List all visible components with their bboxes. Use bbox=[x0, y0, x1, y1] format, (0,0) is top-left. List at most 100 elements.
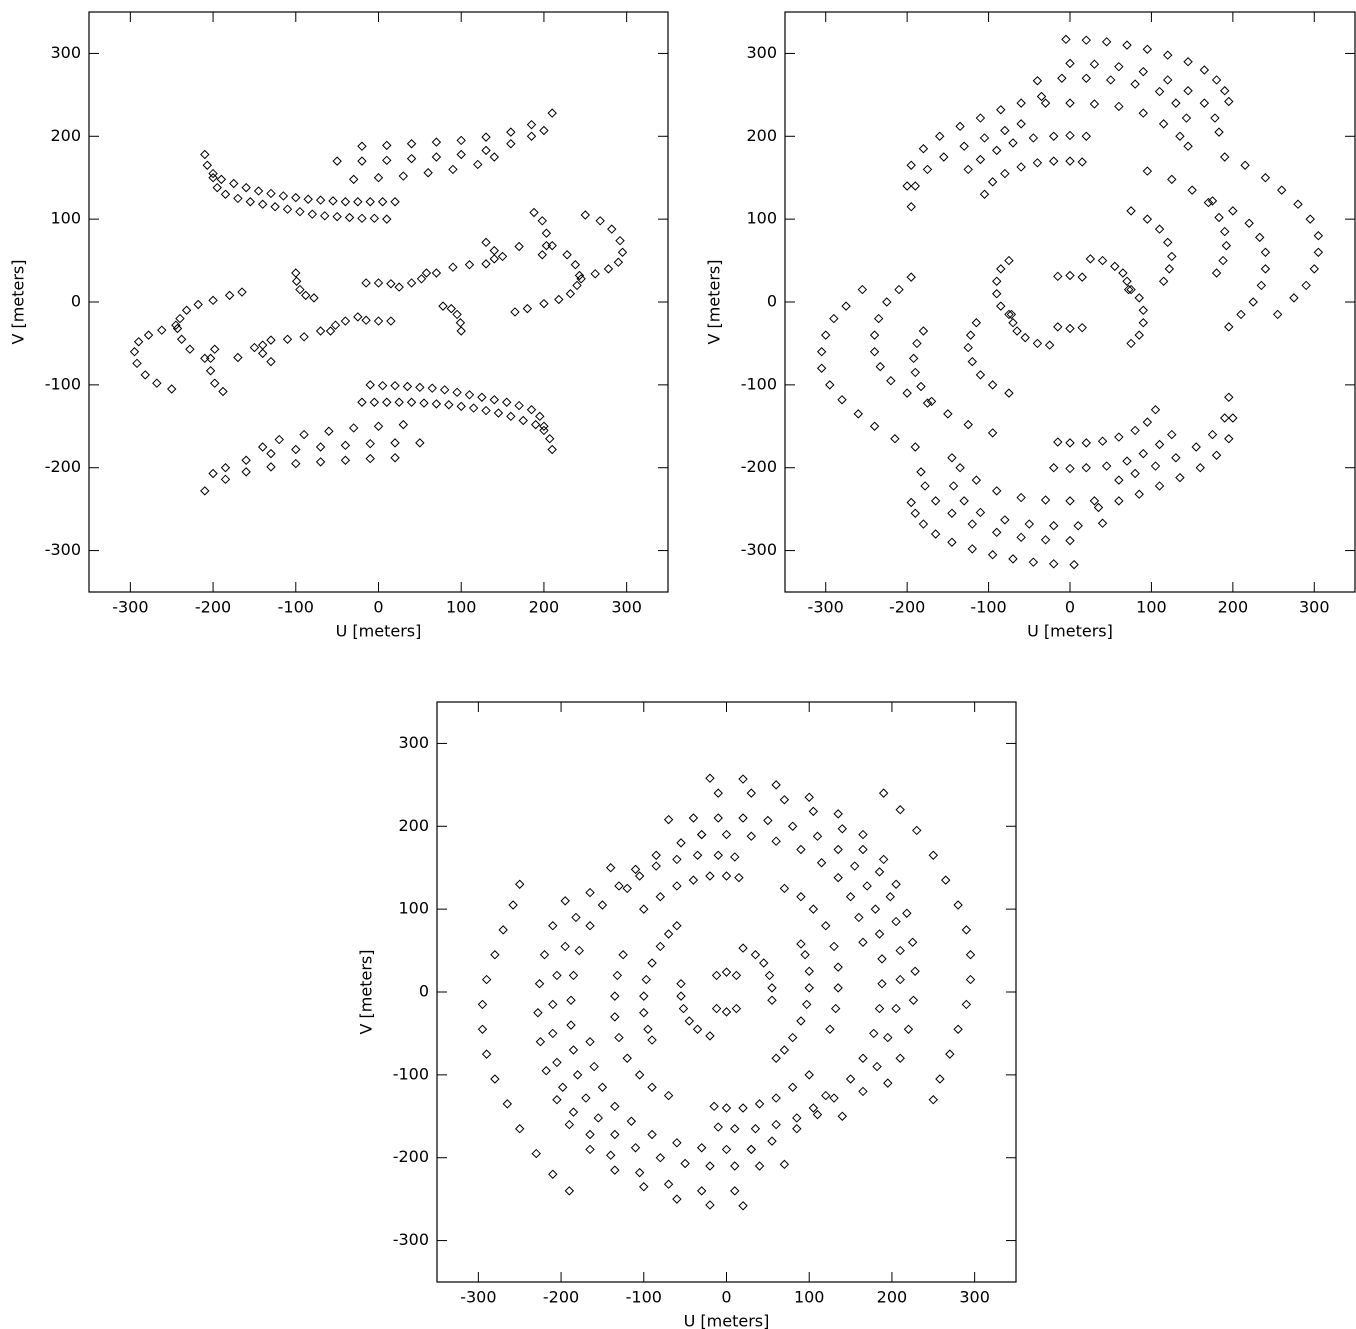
uv-point bbox=[975, 507, 986, 518]
uv-point bbox=[906, 202, 916, 212]
uv-point bbox=[508, 900, 518, 910]
uv-point bbox=[140, 370, 150, 380]
uv-point bbox=[438, 301, 448, 311]
uv-point bbox=[477, 999, 488, 1010]
uv-point bbox=[930, 529, 941, 539]
uv-point bbox=[1171, 453, 1181, 463]
uv-point bbox=[787, 821, 798, 831]
uv-point bbox=[935, 1074, 945, 1084]
uv-point bbox=[1122, 456, 1132, 466]
uv-point bbox=[218, 386, 228, 397]
uv-point bbox=[1118, 268, 1128, 278]
uv-point bbox=[1154, 439, 1165, 450]
uv-point bbox=[873, 313, 884, 324]
uv-point bbox=[1000, 125, 1010, 136]
uv-point bbox=[1130, 79, 1140, 89]
uv-point bbox=[498, 925, 508, 935]
uv-point bbox=[680, 1158, 690, 1169]
uv-point bbox=[1016, 532, 1026, 543]
uv-point bbox=[971, 318, 982, 328]
y-tick-label: 300 bbox=[50, 43, 81, 62]
uv-point bbox=[996, 264, 1006, 274]
y-tick-label: -200 bbox=[741, 457, 777, 476]
uv-point bbox=[444, 400, 454, 410]
uv-point bbox=[266, 356, 276, 367]
uv-point bbox=[910, 367, 920, 378]
uv-point bbox=[943, 409, 953, 419]
uv-point bbox=[303, 194, 313, 204]
panel: -300 -200 -100 0 100 200 300 -300 -200 -100 0 100 20… bbox=[9, 11, 669, 641]
uv-point bbox=[626, 1116, 637, 1126]
uv-point bbox=[493, 408, 504, 418]
uv-point bbox=[895, 805, 905, 815]
uv-point bbox=[473, 159, 483, 170]
uv-point bbox=[581, 1093, 591, 1103]
uv-point bbox=[618, 950, 628, 960]
x-tick-label: 100 bbox=[446, 598, 477, 617]
uv-point bbox=[808, 1103, 819, 1113]
uv-point bbox=[613, 257, 624, 267]
uv-point bbox=[1065, 270, 1075, 281]
uv-point bbox=[902, 181, 912, 191]
uv-point bbox=[947, 508, 957, 518]
uv-point bbox=[531, 1148, 541, 1159]
uv-point bbox=[935, 131, 945, 141]
uv-point bbox=[332, 156, 342, 166]
uv-point bbox=[241, 455, 251, 465]
uv-point bbox=[647, 1082, 657, 1092]
uv-point bbox=[607, 224, 617, 234]
uv-point bbox=[1313, 247, 1324, 257]
uv-point bbox=[869, 421, 880, 431]
uv-point bbox=[530, 419, 541, 430]
uv-point bbox=[193, 299, 203, 310]
uv-point bbox=[874, 1003, 885, 1014]
uv-point bbox=[382, 397, 392, 407]
y-tick-label: -300 bbox=[45, 540, 81, 559]
uv-point bbox=[497, 251, 508, 262]
uv-point bbox=[979, 133, 990, 143]
uv-point bbox=[1293, 199, 1303, 209]
uv-point bbox=[721, 967, 732, 977]
uv-point bbox=[515, 1124, 525, 1134]
uv-point bbox=[963, 164, 973, 175]
uv-point bbox=[1114, 432, 1124, 442]
uv-point bbox=[647, 1035, 657, 1045]
uv-point bbox=[953, 1024, 963, 1034]
uv-point bbox=[501, 397, 512, 407]
uv-point bbox=[858, 1086, 868, 1097]
y-tick-label: -200 bbox=[393, 1147, 429, 1166]
uv-point bbox=[1077, 157, 1087, 167]
uv-point bbox=[539, 421, 549, 431]
uv-point bbox=[448, 262, 458, 272]
uv-point bbox=[340, 197, 351, 207]
uv-point bbox=[967, 356, 977, 367]
uv-point bbox=[348, 423, 359, 433]
uv-point bbox=[1167, 251, 1177, 262]
uv-point bbox=[1004, 255, 1014, 266]
uv-point bbox=[849, 861, 860, 871]
uv-point bbox=[874, 867, 885, 877]
x-tick-label: -200 bbox=[543, 1288, 579, 1307]
uv-point bbox=[237, 287, 247, 297]
uv-point bbox=[869, 330, 880, 340]
uv-point bbox=[1199, 65, 1210, 75]
uv-point bbox=[1097, 518, 1108, 528]
y-tick-label: 100 bbox=[398, 899, 429, 918]
uv-point bbox=[539, 950, 550, 960]
uv-point bbox=[274, 434, 284, 445]
uv-point bbox=[1138, 318, 1148, 328]
uv-point bbox=[961, 925, 972, 935]
x-axis-label: U [meters] bbox=[684, 1312, 770, 1329]
uv-point bbox=[253, 186, 264, 196]
uv-point bbox=[1012, 326, 1022, 336]
uv-point bbox=[266, 462, 276, 472]
uv-point bbox=[730, 1161, 740, 1171]
uv-point bbox=[1122, 40, 1132, 50]
uv-point bbox=[455, 318, 466, 328]
uv-point bbox=[1163, 50, 1173, 60]
uv-point bbox=[202, 160, 212, 170]
uv-point bbox=[1272, 309, 1283, 320]
uv-point bbox=[590, 269, 600, 279]
uv-point bbox=[796, 939, 806, 949]
uv-point bbox=[1163, 75, 1173, 85]
